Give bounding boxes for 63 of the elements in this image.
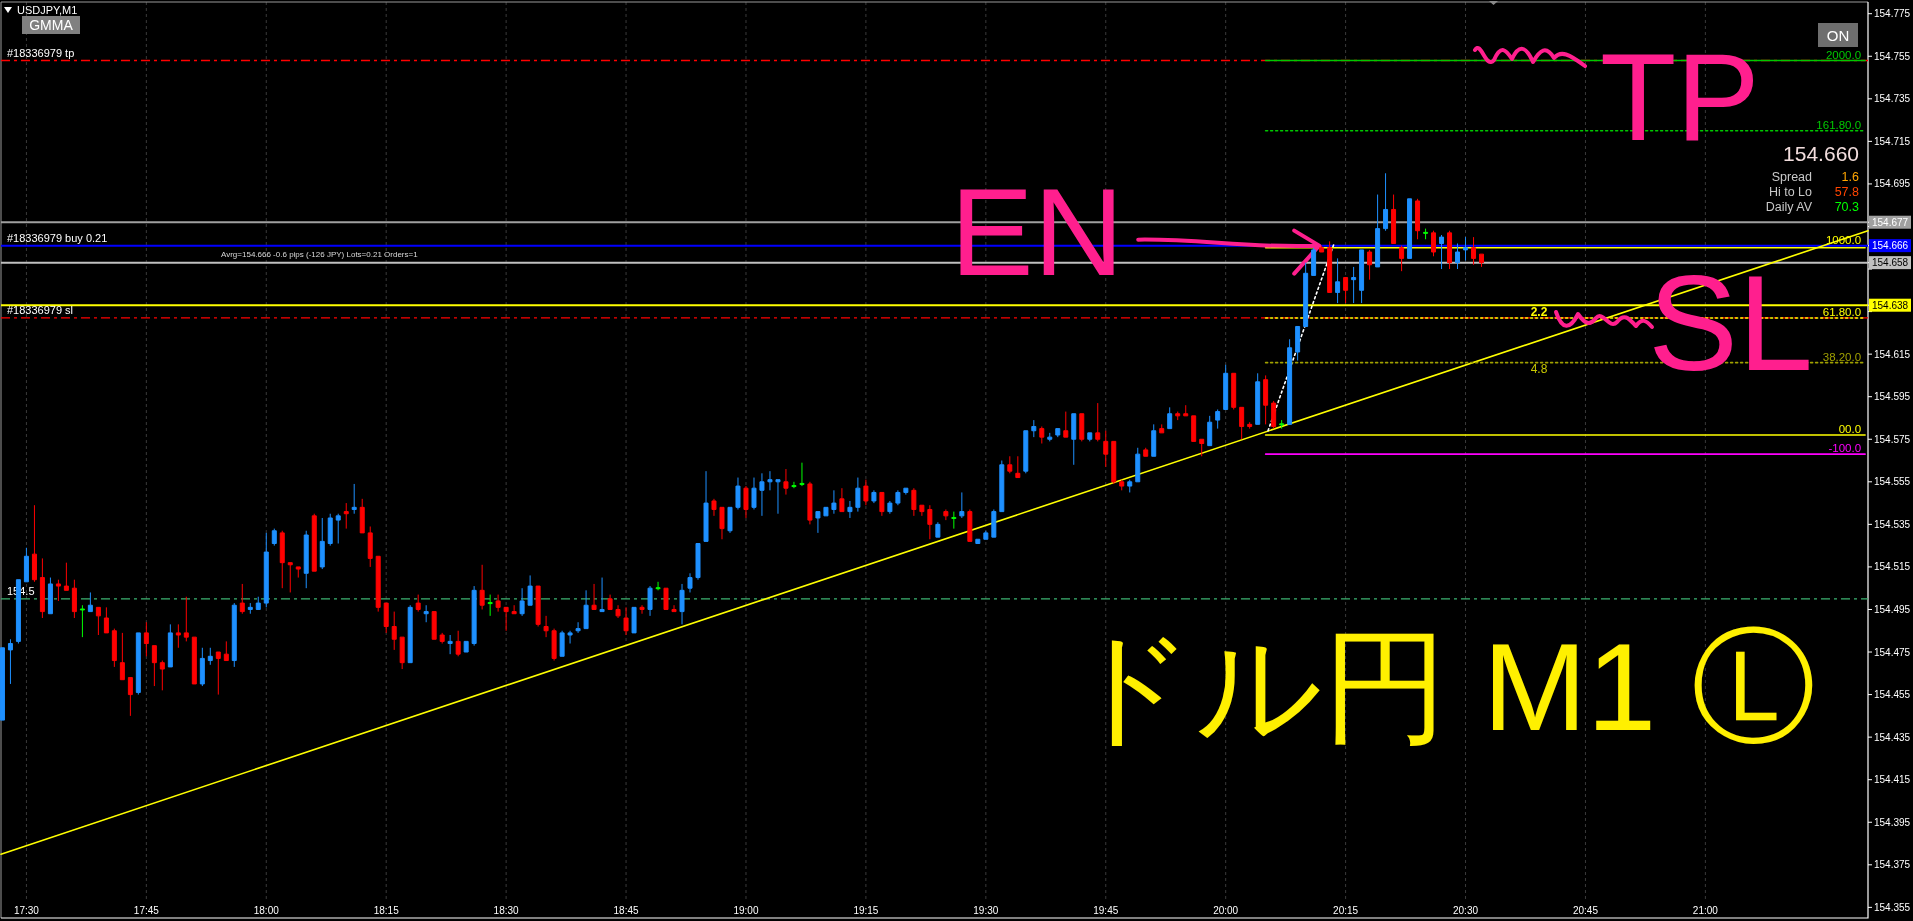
info-value: 1.6 [1841,170,1859,184]
x-tick-label: 20:15 [1333,905,1359,916]
y-tick-label: 154.715 [1874,135,1911,147]
x-tick-label: 17:30 [13,905,40,916]
x-tick-label: 19:45 [1093,905,1119,916]
y-tick-label: 154.375 [1874,859,1911,871]
y-tick-label: 154.658 [1872,257,1909,269]
info-label: Hi to Lo [1768,185,1812,199]
y-tick-label: 154.535 [1874,518,1911,530]
x-tick-label: 18:00 [253,905,280,916]
y-tick-label: 154.395 [1874,816,1911,828]
y-tick-label: 154.475 [1874,646,1911,658]
y-tick-label: 154.638 [1872,299,1909,311]
y-tick-label: 154.515 [1874,561,1911,573]
x-tick-label: 20:00 [1213,905,1239,916]
y-tick-label: 154.455 [1874,689,1911,701]
y-tick-label: 154.435 [1874,731,1911,743]
ref-line-label: #18336979 sl [7,303,74,316]
y-tick-label: 154.695 [1874,178,1911,190]
fib-note: 4.8 [1530,362,1548,376]
y-tick-label: 154.666 [1872,240,1909,252]
ref-line-label: #18336979 buy 0.21 [7,231,108,244]
x-tick-label: 19:30 [973,905,999,916]
series-label: 161.80.0 [1816,118,1862,131]
x-tick-label: 19:00 [733,905,759,916]
series-label: -100.0 [1828,442,1862,455]
y-tick-label: 154.755 [1874,50,1911,62]
info-label: Spread [1771,170,1812,184]
x-tick-label: 19:15 [853,905,879,916]
x-tick-label: 20:45 [1572,905,1599,916]
info-label: Daily AV [1765,200,1812,214]
y-tick-label: 154.775 [1874,8,1911,20]
ref-line-label: #18336979 tp [7,46,75,59]
y-tick-label: 154.595 [1874,391,1911,403]
y-tick-label: 154.555 [1874,476,1911,488]
x-tick-label: 18:15 [373,905,400,916]
series-label: 61.80.0 [1822,305,1862,318]
button-gmma: GMMA [22,16,80,34]
y-tick-label: 154.677 [1872,216,1909,228]
series-label: 00.0 [1838,423,1862,435]
x-tick-label: 21:00 [1692,905,1719,916]
x-tick-label: 17:45 [133,905,160,916]
x-tick-label: 18:45 [613,905,639,916]
button-on: ON [1818,23,1858,47]
series-label: 2000.0 [1825,48,1862,61]
x-tick-label: 20:30 [1453,905,1479,916]
y-tick-label: 154.615 [1874,348,1911,360]
info-price: 154.660 [1783,142,1859,165]
y-tick-label: 154.575 [1874,433,1911,445]
handwriting-title: ドル円 M1 Ⓛ [1067,617,1817,756]
x-tick-label: 18:30 [493,905,520,916]
series-label: 38.20.0 [1822,350,1862,363]
y-tick-label: 154.495 [1874,603,1911,615]
title: USDJPY,M1 [17,4,78,16]
info-value: 70.3 [1834,200,1859,214]
info-value: 57.8 [1834,185,1859,199]
annotation: GMMA [29,17,74,33]
y-tick-label: 154.415 [1874,774,1911,786]
fib-note: 2.2 [1530,305,1548,319]
y-tick-label: 154.355 [1874,901,1911,913]
annotation: ON [1826,27,1850,44]
y-tick-label: 154.735 [1874,93,1911,105]
average-note: Avrg=154.666 -0.6 pips (-126 JPY) Lots=0.21 Orders=1 [221,250,418,259]
